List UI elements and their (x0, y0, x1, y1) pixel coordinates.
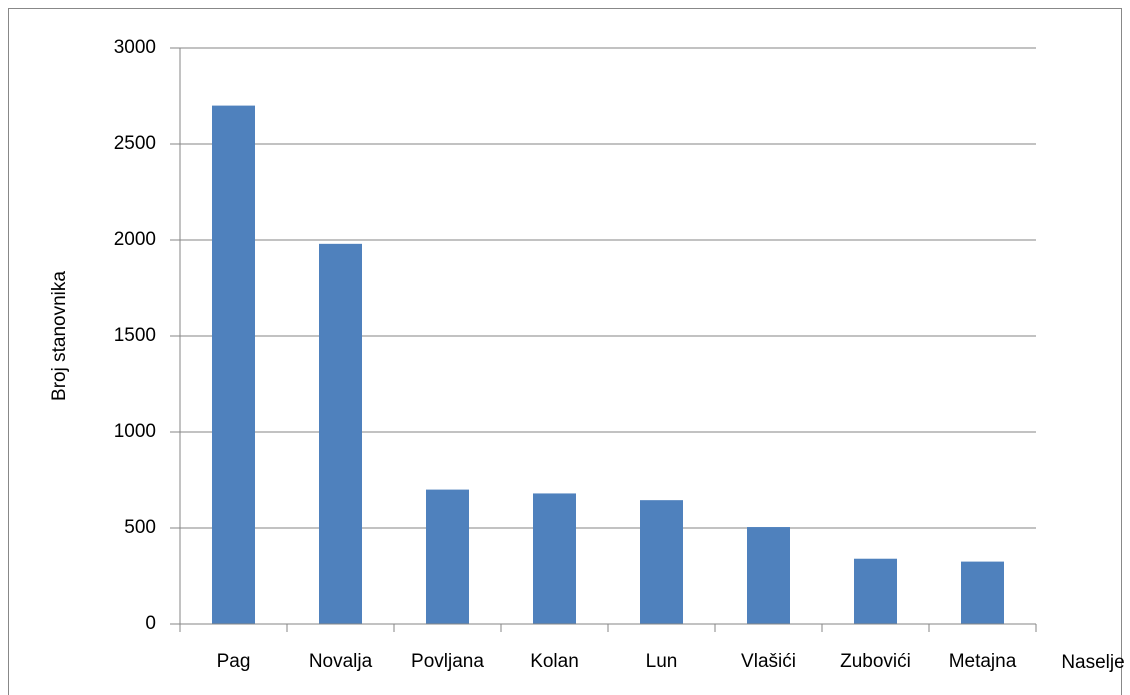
x-tick-label: Novalja (309, 651, 373, 672)
bar (426, 489, 469, 624)
bar (747, 527, 790, 624)
x-axis-label: Naselje (1061, 652, 1124, 673)
y-tick-label: 1000 (114, 421, 156, 442)
y-tick-label: 2000 (114, 229, 156, 250)
y-tick-label: 3000 (114, 37, 156, 58)
chart-border (8, 8, 1122, 695)
y-tick-label: 0 (145, 613, 156, 634)
y-tick-label: 1500 (114, 325, 156, 346)
x-tick-label: Pag (217, 651, 251, 672)
y-tick-label: 2500 (114, 133, 156, 154)
x-tick-label: Zubovići (840, 651, 911, 672)
x-tick-label: Vlašići (741, 651, 796, 672)
x-tick-label: Metajna (949, 651, 1017, 672)
bar (640, 500, 683, 624)
bar (319, 243, 362, 624)
y-axis-label: Broj stanovnika (49, 271, 70, 401)
bar (854, 558, 897, 624)
bar (961, 561, 1004, 624)
x-tick-label: Lun (646, 651, 678, 672)
x-tick-label: Kolan (530, 651, 579, 672)
bar (533, 493, 576, 624)
bar (212, 105, 255, 625)
x-tick-label: Povljana (411, 651, 484, 672)
y-tick-label: 500 (124, 517, 156, 538)
